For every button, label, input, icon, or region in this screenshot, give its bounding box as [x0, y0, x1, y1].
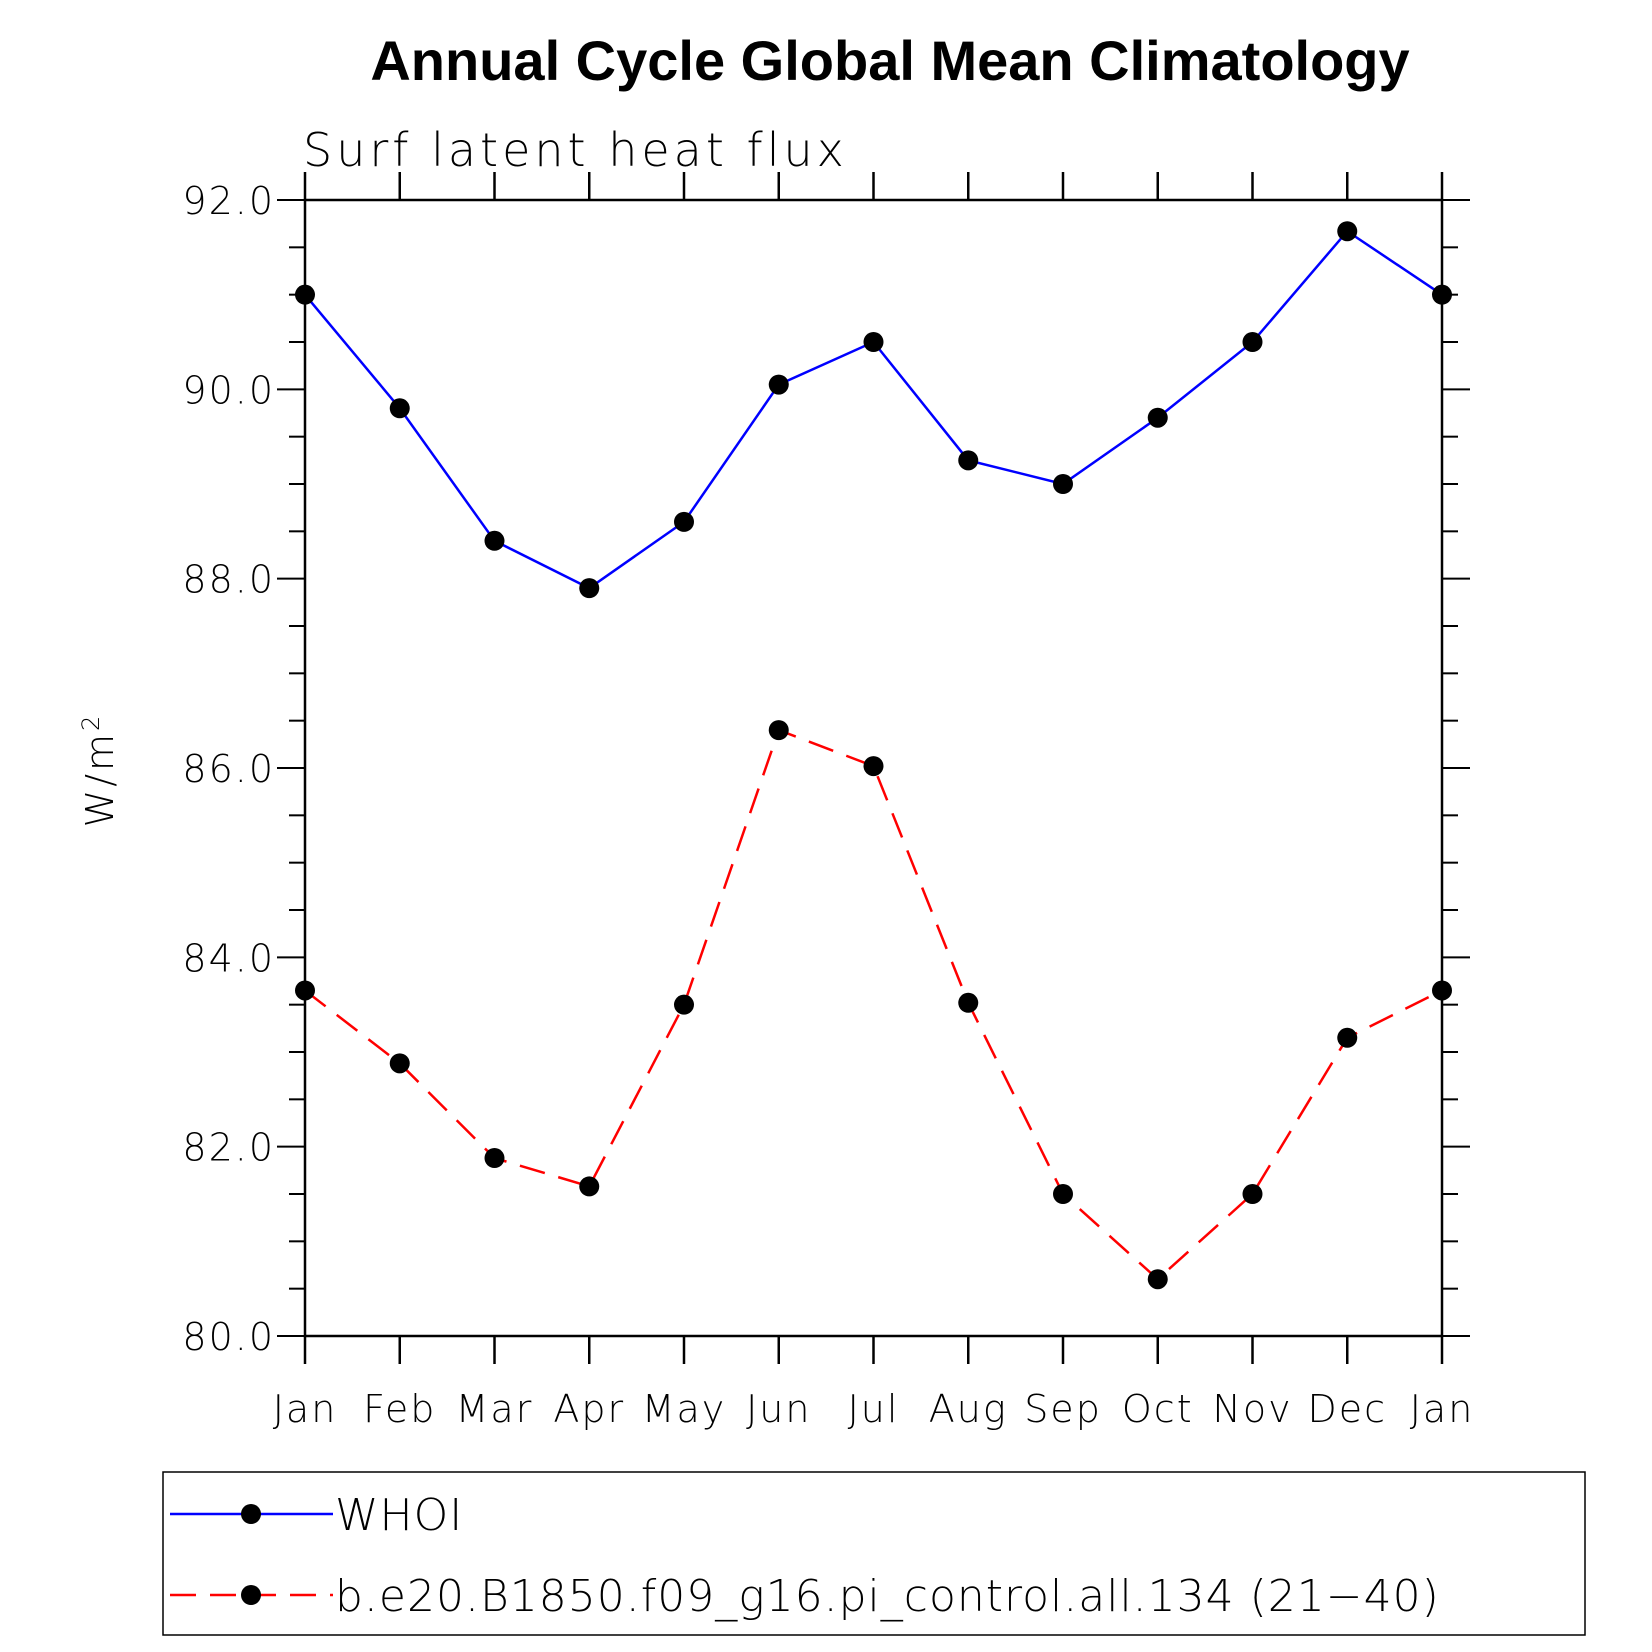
series-2-point	[1242, 1184, 1263, 1204]
y-axis-label-text: W/m	[78, 731, 122, 827]
series-1-point	[768, 374, 789, 395]
x-tick-label: Jan	[1410, 1387, 1475, 1431]
series-1-point	[579, 578, 600, 599]
series-1-point	[1242, 332, 1263, 352]
y-tick-label: 86.0	[182, 747, 275, 791]
legend-label-1: WHOI	[335, 1490, 463, 1541]
series-2-point	[863, 756, 884, 777]
x-tick-label: Jun	[746, 1387, 811, 1431]
y-tick-label: 92.0	[182, 179, 275, 223]
series-1-point	[674, 511, 694, 532]
legend-box	[162, 1471, 1586, 1636]
series-1-point	[1053, 474, 1073, 494]
series-2-point	[1053, 1184, 1073, 1204]
x-tick-label: Apr	[553, 1387, 625, 1431]
series-2-point	[1337, 1027, 1358, 1048]
x-tick-label: Jan	[273, 1387, 338, 1431]
series-1-point	[1147, 407, 1168, 428]
series-1-point	[1432, 284, 1452, 305]
chart-title: Annual Cycle Global Mean Climatology	[370, 29, 1409, 92]
x-tick-label: Dec	[1307, 1387, 1387, 1431]
x-tick-label: Oct	[1122, 1387, 1194, 1431]
y-axis-label-superscript: 2	[77, 713, 105, 731]
series-2-point	[484, 1148, 505, 1169]
y-tick-label: 80.0	[182, 1315, 275, 1359]
legend: WHOI b.e20.B1850.f09_g16.pi_control.all.1…	[162, 1471, 1586, 1636]
y-tick-label: 84.0	[182, 936, 275, 980]
series-1-point	[389, 398, 410, 419]
series-1-point	[1337, 221, 1358, 242]
y-axis-label: W/m2	[77, 713, 122, 828]
x-tick-label: Nov	[1212, 1387, 1292, 1431]
series-2-point	[389, 1053, 410, 1074]
legend-marker-1	[241, 1504, 261, 1524]
series-1-point	[863, 332, 884, 352]
y-tick-label: 88.0	[182, 558, 275, 602]
x-tick-label: Aug	[929, 1387, 1008, 1431]
series-2-point	[1147, 1269, 1168, 1290]
x-tick-label: May	[642, 1387, 727, 1431]
plot-area: Jan Feb Mar Apr May Jun Jul Aug Sep Oct Nov Dec Jan 8…	[182, 172, 1475, 1431]
series-2-point	[958, 992, 979, 1013]
x-tick-label: Feb	[363, 1387, 436, 1431]
series-1-point	[484, 530, 505, 551]
series-2-point	[768, 720, 789, 741]
x-tick-label: Sep	[1024, 1387, 1102, 1431]
chart-subtitle: Surf latent heat flux	[303, 123, 848, 177]
series-2-point	[579, 1176, 600, 1197]
series-2-point	[1432, 980, 1452, 1001]
series-1-point	[958, 450, 979, 471]
series-2-point	[674, 994, 694, 1015]
y-tick-label: 90.0	[182, 368, 275, 412]
x-tick-label: Jul	[848, 1387, 900, 1431]
x-tick-label: Mar	[456, 1387, 534, 1431]
y-tick-label: 82.0	[182, 1126, 275, 1170]
legend-marker-2	[241, 1585, 261, 1605]
series-2-point	[295, 980, 315, 1001]
legend-label-2: b.e20.B1850.f09_g16.pi_control.all.134 (…	[335, 1571, 1440, 1622]
series-1-point	[295, 284, 315, 305]
